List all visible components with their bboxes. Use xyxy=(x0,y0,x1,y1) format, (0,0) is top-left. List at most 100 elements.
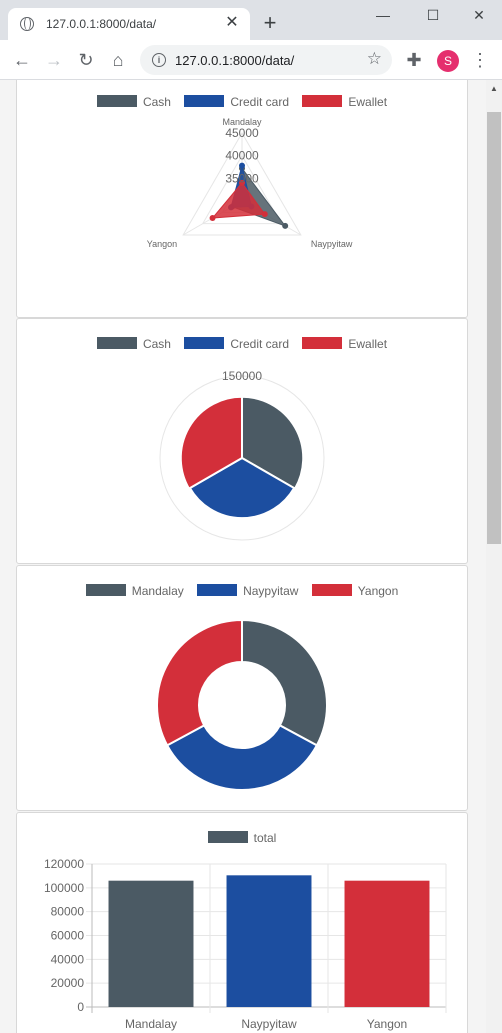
radar-axis-label-yangon: Yangon xyxy=(147,239,177,249)
radar-tick-label: 40000 xyxy=(225,149,259,163)
radar-axis-label-mandalay: Mandalay xyxy=(222,117,262,127)
scroll-up-arrow-icon[interactable]: ▲ xyxy=(490,84,498,93)
menu-kebab-icon[interactable]: ⋮ xyxy=(471,50,489,70)
doughnut-chart-card: Mandalay Naypyitaw Yangon xyxy=(16,565,468,811)
bar-x-tick-label: Mandalay xyxy=(125,1017,177,1031)
radar-chart: 45000 40000 35000 Mandalay Naypyitaw Yangon xyxy=(147,117,353,249)
legend-item-ewallet[interactable]: Ewallet xyxy=(302,95,387,109)
browser-toolbar: ← → ↻ ⌂ i 127.0.0.1:8000/data/ ☆ ✚ S ⋮ xyxy=(0,40,502,80)
radar-tick-label: 45000 xyxy=(225,126,259,140)
maximize-button[interactable]: ☐ xyxy=(426,7,440,23)
bar-chart: 0 20000 40000 60000 80000 100000 120000 Mandala… xyxy=(44,857,447,1031)
radar-point xyxy=(239,162,245,169)
legend-label: Cash xyxy=(142,337,171,351)
radar-grid-ring xyxy=(182,132,302,236)
legend-label: Ewallet xyxy=(348,95,388,109)
legend-item-credit-card[interactable]: Credit card xyxy=(184,95,289,109)
scrollbar-thumb[interactable] xyxy=(487,112,501,544)
legend-label: Mandalay xyxy=(131,584,184,598)
profile-avatar[interactable]: S xyxy=(437,50,459,72)
legend-item-cash[interactable]: Cash xyxy=(96,337,171,351)
legend-item-naypyitaw[interactable]: Naypyitaw xyxy=(197,584,298,598)
bar-y-tick-label: 100000 xyxy=(44,881,84,895)
doughnut-legend: Mandalay Naypyitaw Yangon xyxy=(17,584,467,598)
doughnut-slice-yangon xyxy=(156,618,243,747)
legend-label: total xyxy=(253,831,277,845)
radar-tick-label: 35000 xyxy=(225,171,259,185)
legend-item-ewallet[interactable]: Ewallet xyxy=(302,337,387,351)
legend-swatch xyxy=(302,337,343,349)
polar-legend: Cash Credit card Ewallet xyxy=(17,337,467,351)
bar-y-tick-label: 60000 xyxy=(51,929,85,943)
legend-item-yangon[interactable]: Yangon xyxy=(311,584,399,598)
bar-mandalay xyxy=(108,880,194,1007)
legend-swatch xyxy=(311,584,352,596)
legend-swatch xyxy=(96,95,137,107)
back-arrow-icon[interactable]: ← xyxy=(13,50,31,70)
legend-swatch xyxy=(197,584,238,596)
bar-y-tick-label: 80000 xyxy=(51,905,85,919)
globe-icon xyxy=(20,17,34,31)
url-text[interactable]: 127.0.0.1:8000/data/ xyxy=(175,53,295,68)
legend-item-mandalay[interactable]: Mandalay xyxy=(85,584,184,598)
bar-y-tick-label: 20000 xyxy=(51,976,85,990)
bar-y-tick-label: 40000 xyxy=(51,952,85,966)
bar-chart-card: total 0 20000 40000 60000 80000 100000 120000 M… xyxy=(16,812,468,1033)
tab-title: 127.0.0.1:8000/data/ xyxy=(46,17,157,31)
doughnut-slice-mandalay xyxy=(241,618,328,747)
forward-arrow-icon[interactable]: → xyxy=(45,50,63,70)
legend-label: Naypyitaw xyxy=(243,584,299,598)
bar-y-tick-label: 120000 xyxy=(44,857,84,871)
close-tab-icon[interactable]: ✕ xyxy=(225,14,239,31)
legend-label: Ewallet xyxy=(348,337,388,351)
polar-grid-ring xyxy=(159,375,325,541)
bar-naypyitaw xyxy=(226,875,312,1007)
close-window-button[interactable]: ✕ xyxy=(473,7,485,23)
address-bar[interactable]: i 127.0.0.1:8000/data/ ☆ xyxy=(140,45,392,75)
legend-swatch xyxy=(207,831,248,843)
legend-label: Yangon xyxy=(357,584,399,598)
radar-point xyxy=(209,215,216,221)
radar-axis-label-naypyitaw: Naypyitaw xyxy=(311,239,353,249)
tab-strip: 127.0.0.1:8000/data/ ✕ + — ☐ ✕ xyxy=(0,0,502,40)
bar-y-tick-label: 0 xyxy=(77,1000,84,1014)
polar-area-chart: 150000 xyxy=(159,369,325,541)
minimize-button[interactable]: — xyxy=(376,7,390,23)
radar-point xyxy=(282,222,289,229)
radar-point xyxy=(239,179,245,186)
doughnut-slice-naypyitaw xyxy=(165,724,319,791)
extensions-icon[interactable]: ✚ xyxy=(406,50,422,70)
polar-chart-card: Cash Credit card Ewallet 150000 xyxy=(16,318,468,564)
reload-icon[interactable]: ↻ xyxy=(78,50,94,70)
legend-swatch xyxy=(85,584,126,596)
radar-legend: Cash Credit card Ewallet xyxy=(17,95,467,109)
radar-grid-ring xyxy=(201,154,283,225)
browser-tab[interactable]: 127.0.0.1:8000/data/ ✕ xyxy=(8,8,250,40)
vertical-scrollbar[interactable]: ▲ xyxy=(486,80,502,1033)
legend-label: Cash xyxy=(142,95,171,109)
doughnut-chart xyxy=(156,618,328,791)
radar-chart-card: Cash Credit card Ewallet 45000 40000 35000… xyxy=(16,80,468,318)
bar-x-tick-label: Naypyitaw xyxy=(241,1017,297,1031)
info-icon[interactable]: i xyxy=(152,53,166,67)
new-tab-button[interactable]: + xyxy=(263,10,277,35)
radar-point xyxy=(261,211,268,218)
legend-swatch xyxy=(184,95,225,107)
radar-series-ewallet xyxy=(211,182,266,219)
browser-chrome: 127.0.0.1:8000/data/ ✕ + — ☐ ✕ ← → ↻ ⌂ i… xyxy=(0,0,502,80)
bar-yangon xyxy=(344,880,430,1007)
legend-label: Credit card xyxy=(230,95,289,109)
polar-tick-label: 150000 xyxy=(222,369,262,383)
polar-slice-ewallet xyxy=(179,395,243,490)
bar-x-tick-label: Yangon xyxy=(367,1017,407,1031)
legend-item-cash[interactable]: Cash xyxy=(96,95,171,109)
bookmark-star-icon[interactable]: ☆ xyxy=(366,49,382,68)
legend-label: Credit card xyxy=(230,337,289,351)
polar-slice-cash xyxy=(241,395,305,490)
legend-item-total[interactable]: total xyxy=(207,831,277,845)
home-icon[interactable]: ⌂ xyxy=(112,50,124,70)
legend-swatch xyxy=(302,95,343,107)
legend-item-credit-card[interactable]: Credit card xyxy=(184,337,289,351)
bar-legend: total xyxy=(17,831,467,845)
legend-swatch xyxy=(96,337,137,349)
